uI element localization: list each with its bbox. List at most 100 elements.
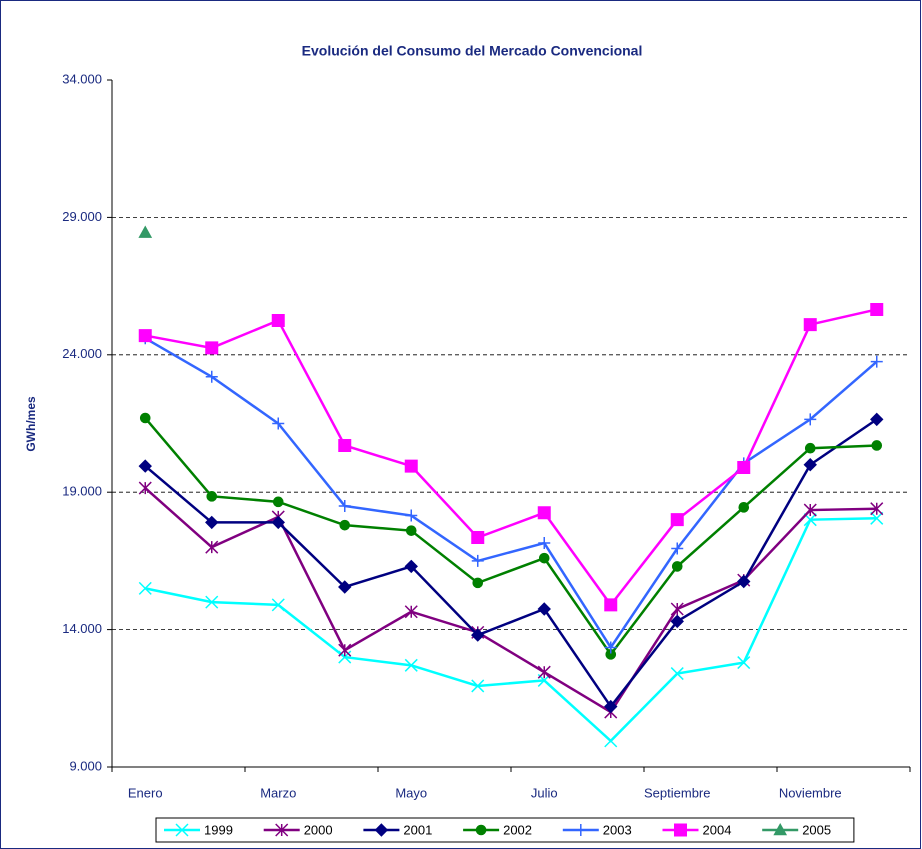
marker (538, 537, 551, 550)
series-line (145, 308, 878, 607)
marker (205, 540, 219, 554)
marker (605, 649, 617, 660)
marker (275, 823, 289, 837)
marker (138, 481, 152, 495)
marker (338, 438, 352, 452)
marker (870, 511, 884, 525)
series-line (144, 417, 877, 657)
marker (205, 370, 218, 383)
marker (574, 824, 587, 836)
y-axis-label: GWh/mes (24, 396, 38, 452)
marker (475, 824, 487, 836)
marker (205, 341, 219, 355)
marker (138, 459, 152, 473)
series-line (144, 418, 878, 709)
marker (738, 502, 750, 513)
y-tick-label: 14.000 (62, 621, 102, 636)
legend-label: 2005 (802, 822, 831, 837)
y-tick-label: 24.000 (62, 346, 102, 361)
y-tick-label: 34.000 (62, 71, 102, 86)
marker (804, 413, 817, 426)
marker (138, 581, 152, 595)
x-tick-label: Mayo (395, 785, 427, 800)
marker (404, 658, 418, 672)
marker (604, 734, 618, 748)
series-line (144, 517, 877, 743)
marker (271, 313, 285, 327)
x-tick-label: Noviembre (779, 785, 842, 800)
marker (272, 496, 284, 508)
series-line (144, 337, 878, 650)
marker (339, 519, 351, 531)
x-tick-label: Julio (531, 785, 558, 800)
x-tick-label: Marzo (260, 785, 296, 800)
marker (471, 554, 484, 567)
marker (537, 506, 551, 520)
marker (374, 823, 389, 837)
marker (205, 595, 219, 609)
marker (604, 699, 618, 714)
marker (604, 598, 618, 612)
marker (472, 577, 484, 589)
marker (205, 515, 219, 530)
marker (404, 605, 418, 619)
marker (773, 822, 788, 836)
marker (537, 602, 551, 616)
x-tick-label: Septiembre (644, 785, 710, 800)
marker (870, 502, 884, 516)
marker (803, 318, 817, 332)
marker (471, 531, 485, 545)
y-tick-label: 19.000 (62, 484, 102, 499)
marker (671, 542, 684, 555)
legend-label: 2000 (304, 822, 333, 837)
legend-label: 2002 (503, 822, 532, 837)
marker (871, 440, 883, 451)
marker (471, 679, 485, 693)
y-tick-label: 9.000 (69, 758, 102, 773)
marker (870, 355, 883, 368)
marker (175, 823, 189, 837)
marker (405, 525, 417, 536)
y-tick-label: 29.000 (62, 209, 102, 224)
x-tick-label: Enero (128, 785, 163, 800)
marker (404, 459, 418, 473)
legend-label: 2004 (703, 822, 732, 837)
marker (537, 665, 551, 679)
marker (670, 614, 684, 629)
marker (737, 574, 751, 589)
marker (138, 329, 152, 343)
marker (803, 503, 817, 517)
marker (139, 412, 151, 424)
marker (737, 460, 751, 474)
legend-label: 2001 (403, 822, 432, 837)
marker (271, 515, 285, 530)
marker (338, 580, 352, 594)
legend-label: 1999 (204, 822, 233, 837)
chart-title: Evolución del Consumo del Mercado Conven… (302, 43, 643, 59)
marker (272, 417, 285, 430)
marker (804, 443, 816, 454)
marker (670, 667, 684, 681)
marker (471, 628, 485, 642)
marker (870, 302, 884, 316)
marker (803, 458, 817, 472)
marker (338, 643, 352, 657)
marker (338, 650, 352, 664)
marker (138, 225, 153, 238)
marker (737, 656, 751, 670)
marker (206, 491, 218, 502)
marker (404, 559, 418, 574)
marker (671, 561, 683, 572)
marker (604, 641, 617, 654)
marker (338, 499, 351, 512)
marker (405, 509, 418, 522)
marker (674, 823, 687, 837)
marker (670, 513, 684, 527)
marker (870, 412, 884, 427)
legend-label: 2003 (603, 822, 632, 837)
marker (538, 552, 550, 564)
marker (271, 598, 285, 612)
marker (670, 602, 684, 616)
